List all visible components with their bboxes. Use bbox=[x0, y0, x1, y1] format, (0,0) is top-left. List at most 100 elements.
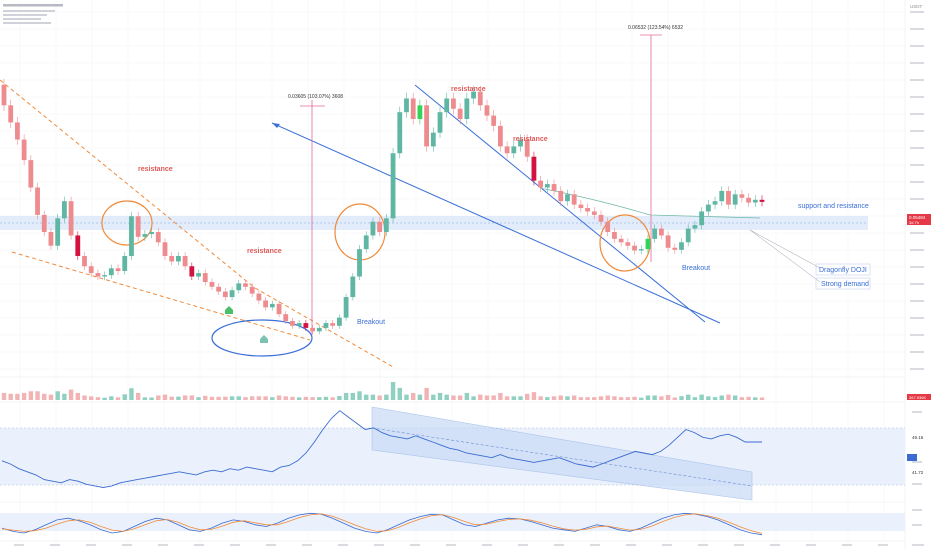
volume-bar bbox=[317, 397, 322, 400]
candle-body bbox=[410, 98, 416, 120]
candle-body bbox=[652, 228, 658, 239]
volume-bar bbox=[229, 396, 235, 400]
time-tick-label bbox=[590, 544, 600, 546]
candle-body bbox=[363, 235, 369, 250]
volume-bar bbox=[109, 396, 114, 400]
candle-body bbox=[424, 105, 430, 147]
volume-bar bbox=[283, 396, 288, 400]
volume-bar bbox=[196, 397, 201, 400]
axis-tick-label bbox=[910, 300, 924, 302]
volume-bar bbox=[323, 396, 329, 400]
axis-tick-label bbox=[910, 232, 924, 234]
blue-support-trendline bbox=[271, 122, 721, 324]
candle-body bbox=[202, 273, 208, 282]
volume-bar bbox=[598, 396, 604, 400]
candle-body bbox=[176, 255, 181, 262]
volume-bar bbox=[746, 396, 751, 400]
time-tick-label bbox=[806, 544, 816, 546]
volume-bar bbox=[431, 394, 436, 400]
volume-bar bbox=[156, 395, 161, 400]
volume-bar bbox=[303, 396, 309, 400]
time-tick-label bbox=[770, 544, 780, 546]
candle-body bbox=[430, 132, 436, 147]
volume-bar bbox=[263, 396, 268, 400]
candle-body bbox=[578, 204, 584, 209]
axis-tick-label bbox=[910, 266, 924, 268]
time-tick-label bbox=[698, 544, 708, 546]
candle-body bbox=[196, 273, 201, 277]
volume-bar bbox=[464, 392, 470, 400]
axis-tick-label bbox=[910, 351, 924, 353]
candle-body bbox=[216, 286, 222, 292]
volume-bar bbox=[625, 397, 631, 400]
volume-bar bbox=[417, 394, 423, 400]
callout-box bbox=[815, 263, 871, 276]
candle-body bbox=[437, 112, 443, 133]
volume-bar bbox=[35, 391, 40, 400]
candle-body bbox=[625, 242, 631, 246]
annotation-resistance: resistance bbox=[451, 86, 486, 93]
volume-bar bbox=[538, 396, 543, 400]
axis-tick-label bbox=[910, 62, 924, 64]
candle-body bbox=[538, 180, 544, 188]
candle-body bbox=[303, 323, 309, 328]
price-tag-sub: 3d 7h bbox=[909, 220, 919, 225]
volume-bar bbox=[62, 393, 67, 400]
volume-bar bbox=[692, 397, 698, 400]
candle-body bbox=[544, 184, 550, 188]
volume-bar bbox=[364, 394, 369, 400]
volume-bar bbox=[95, 397, 101, 400]
volume-tag bbox=[907, 394, 931, 400]
blue-resistance-trendline bbox=[414, 84, 706, 323]
candle-body bbox=[330, 323, 336, 326]
candle-body bbox=[316, 327, 322, 332]
volume-bar bbox=[276, 395, 282, 400]
annotations: resistance resistance resistance resistance… bbox=[138, 25, 871, 326]
candle-body bbox=[752, 199, 758, 203]
time-tick-label bbox=[446, 544, 456, 546]
candle-body bbox=[310, 327, 315, 332]
candle-body bbox=[249, 286, 255, 294]
volume-bar bbox=[21, 392, 27, 400]
volume-bar bbox=[8, 393, 13, 400]
candle-body bbox=[397, 112, 403, 154]
volume-bar bbox=[679, 396, 684, 400]
candle-body bbox=[229, 290, 235, 298]
candle-body bbox=[343, 297, 349, 318]
time-tick-label bbox=[518, 544, 528, 546]
volume-bar bbox=[243, 397, 248, 400]
time-tick-label bbox=[914, 544, 924, 546]
volume-bar bbox=[424, 387, 429, 400]
candle-body bbox=[75, 235, 81, 256]
time-axis-ticks bbox=[14, 544, 924, 546]
candle-body bbox=[558, 190, 564, 202]
volume-bar bbox=[89, 396, 94, 400]
volume-bar bbox=[310, 397, 315, 400]
volume-bar bbox=[759, 397, 765, 400]
volume-tag-value: 367.936K bbox=[909, 395, 926, 400]
axis-tick-label bbox=[910, 181, 924, 183]
candle-body bbox=[8, 105, 14, 123]
volume-bar bbox=[68, 389, 74, 400]
volume-bar bbox=[337, 395, 342, 400]
annotation-blue: Breakout bbox=[682, 265, 710, 272]
volume-bar bbox=[404, 394, 409, 400]
candle-body bbox=[222, 291, 228, 298]
time-tick-label bbox=[374, 544, 384, 546]
candle-body bbox=[551, 184, 557, 191]
candle-body bbox=[471, 91, 476, 99]
candle-body bbox=[122, 255, 128, 272]
candle-body bbox=[102, 275, 108, 277]
candle-body bbox=[263, 300, 269, 308]
candle-body bbox=[632, 245, 637, 251]
time-tick-label bbox=[122, 544, 132, 546]
volume-bar bbox=[645, 395, 651, 400]
volume-bar bbox=[182, 395, 188, 400]
volume-bar bbox=[370, 394, 376, 400]
candle-body bbox=[491, 115, 497, 126]
candle-body bbox=[209, 282, 215, 287]
volume-bar bbox=[686, 394, 691, 400]
candlestick-series bbox=[1, 78, 765, 335]
candle-body bbox=[357, 249, 362, 277]
